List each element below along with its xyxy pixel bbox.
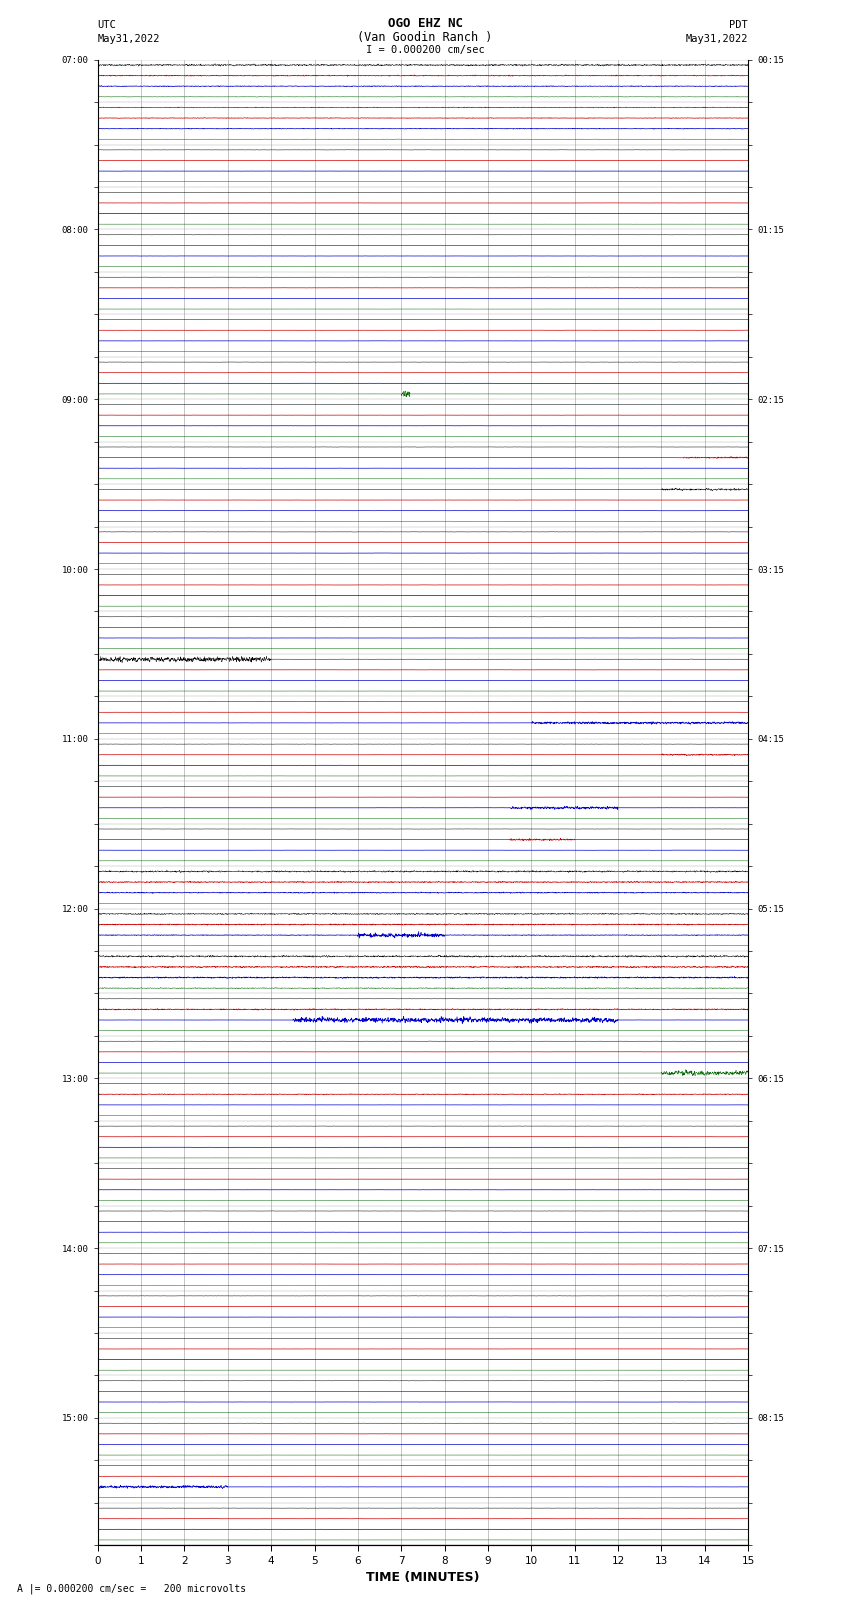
Text: A |= 0.000200 cm/sec =   200 microvolts: A |= 0.000200 cm/sec = 200 microvolts xyxy=(17,1582,246,1594)
Text: May31,2022: May31,2022 xyxy=(98,34,161,44)
Text: I = 0.000200 cm/sec: I = 0.000200 cm/sec xyxy=(366,45,484,55)
Text: OGO EHZ NC: OGO EHZ NC xyxy=(388,16,462,31)
Text: (Van Goodin Ranch ): (Van Goodin Ranch ) xyxy=(357,31,493,44)
X-axis label: TIME (MINUTES): TIME (MINUTES) xyxy=(366,1571,479,1584)
Text: May31,2022: May31,2022 xyxy=(685,34,748,44)
Text: UTC: UTC xyxy=(98,19,116,31)
Text: PDT: PDT xyxy=(729,19,748,31)
